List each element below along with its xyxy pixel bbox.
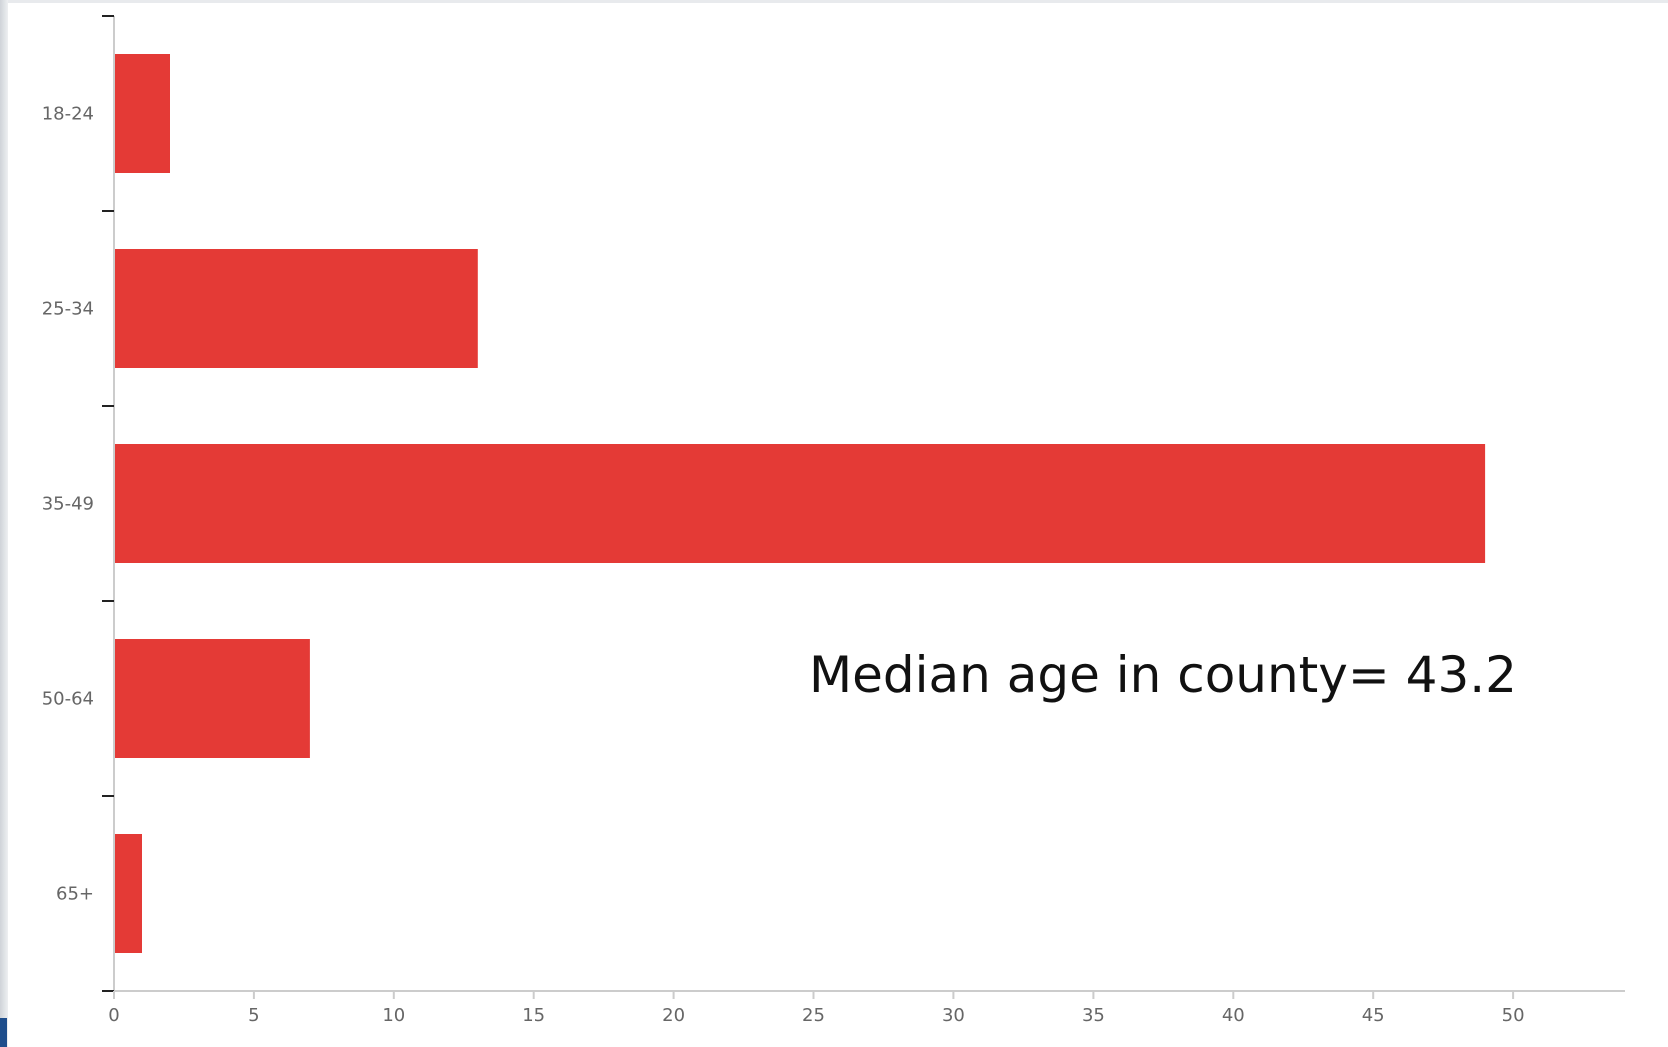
corner-accent	[0, 1018, 7, 1047]
bars-group	[114, 54, 1486, 953]
x-tick-label-0: 0	[108, 1005, 119, 1026]
left-edge-strip	[0, 0, 8, 1047]
bar-35-49	[114, 444, 1486, 563]
y-tick-label-25-34: 25-34	[42, 299, 94, 320]
x-tick-label-20: 20	[662, 1005, 685, 1026]
x-tick-label-45: 45	[1362, 1005, 1385, 1026]
bar-65+	[114, 834, 142, 953]
x-tick-label-40: 40	[1222, 1005, 1245, 1026]
x-tick-label-50: 50	[1502, 1005, 1525, 1026]
x-tick-label-5: 5	[248, 1005, 259, 1026]
ticks-group: 18-24 25-34 35-49 50-64 65+ 0 5 10 15 20 25 30 35 40 4…	[42, 15, 1525, 1026]
x-tick-label-25: 25	[802, 1005, 825, 1026]
top-border	[8, 0, 1668, 3]
bar-25-34	[114, 249, 478, 368]
x-tick-label-30: 30	[942, 1005, 965, 1026]
x-tick-label-35: 35	[1082, 1005, 1105, 1026]
y-tick-label-18-24: 18-24	[42, 104, 94, 125]
y-tick-label-65+: 65+	[56, 884, 94, 905]
bar-50-64	[114, 639, 310, 758]
bar-18-24	[114, 54, 170, 173]
x-tick-label-10: 10	[382, 1005, 405, 1026]
y-tick-label-35-49: 35-49	[42, 494, 94, 515]
median-age-annotation: Median age in county= 43.2	[809, 646, 1517, 704]
y-tick-label-50-64: 50-64	[42, 689, 94, 710]
x-tick-label-15: 15	[522, 1005, 545, 1026]
